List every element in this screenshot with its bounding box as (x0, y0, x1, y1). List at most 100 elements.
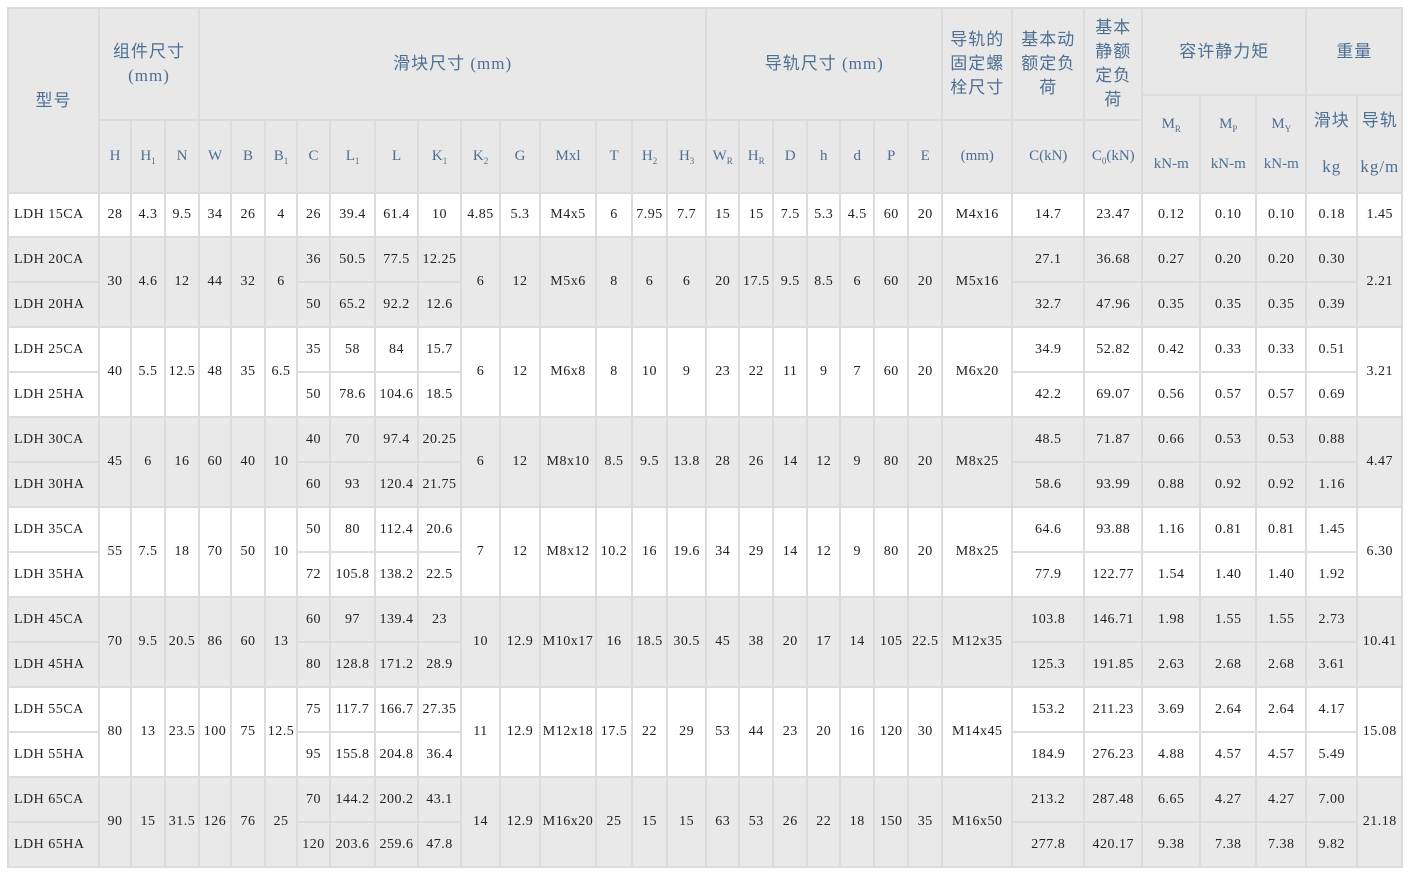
value-cell: 1.45 (1356, 192, 1404, 238)
header-symbol: N (176, 147, 188, 164)
value-cell: 103.8 (1011, 596, 1086, 643)
shared-value-cell: 44 (738, 686, 775, 778)
value-cell: 3.69 (1141, 686, 1202, 733)
header-bolt-unit: (mm) (941, 119, 1014, 194)
header-col-h1: H1 (130, 119, 166, 194)
shared-value-cell: 12 (806, 506, 842, 598)
header-weight: 重量 (1305, 7, 1404, 96)
shared-value-cell: 16 (163, 416, 201, 508)
shared-value-cell: 10 (264, 416, 299, 508)
value-cell: 27.35 (417, 686, 463, 733)
header-col-d: d (839, 119, 876, 194)
model-cell: LDH 30HA (7, 461, 100, 508)
shared-value-cell: 25 (264, 776, 299, 868)
value-cell: 7.7 (666, 192, 708, 238)
value-cell: 4.85 (460, 192, 502, 238)
shared-value-cell: 20.5 (163, 596, 201, 688)
value-cell: 20.6 (417, 506, 463, 553)
value-cell: 1.45 (1305, 506, 1359, 553)
header-symbol: G (514, 147, 526, 164)
value-cell: 1.54 (1141, 551, 1202, 598)
shared-value-cell: M10x17 (539, 596, 598, 688)
header-symbol: H (747, 147, 759, 164)
table-row: LDH 35CA 55 7.5 18 70 50 10 50 80 112.4 20.6 7 12 M8x… (7, 506, 1404, 598)
value-cell: 9.5 (163, 192, 201, 238)
value-cell: 287.48 (1083, 776, 1144, 823)
value-cell: 4.27 (1255, 776, 1308, 823)
header-subscript: Y (1284, 123, 1292, 134)
shared-value-cell: 40 (230, 416, 267, 508)
shared-value-cell: 70 (198, 506, 233, 598)
value-cell: 43.1 (417, 776, 463, 823)
value-cell: 0.20 (1199, 236, 1258, 283)
value-cell: 0.10 (1255, 192, 1308, 238)
value-cell: 92.2 (374, 281, 420, 328)
shared-value-cell: 9.5 (631, 416, 669, 508)
shared-value-cell: 15 (631, 776, 669, 868)
value-cell: 0.12 (1141, 192, 1202, 238)
shared-value-cell: 7.5 (130, 506, 166, 598)
shared-value-cell: 18.5 (631, 596, 669, 688)
value-cell: 12.6 (417, 281, 463, 328)
shared-value-cell: M16x20 (539, 776, 598, 868)
shared-value-cell: 53 (738, 776, 775, 868)
shared-value-cell: 80 (98, 686, 132, 778)
value-cell: 1.40 (1199, 551, 1258, 598)
table-row: LDH 65HA 120 203.6 259.6 47.8 277.8 420.17 9.38… (7, 821, 1402, 868)
shared-value-cell: 12 (499, 416, 542, 508)
table-row: LDH 45CA 70 9.5 20.5 86 60 13 60 97 139.4 23 10 12.9… (7, 596, 1404, 688)
shared-value-cell: 8.5 (595, 416, 634, 508)
value-cell: 5.49 (1305, 731, 1359, 778)
value-cell: 7.38 (1199, 821, 1258, 868)
value-cell: 26 (230, 192, 267, 238)
value-cell: 64.6 (1011, 506, 1086, 553)
header-assembly-dimensions: 组件尺寸 (mm) (97, 7, 201, 121)
value-cell: 97.4 (374, 416, 420, 463)
header-dynamic-unit: C(kN) (1011, 119, 1086, 194)
value-cell: 40 (296, 416, 332, 463)
header-symbol: H (641, 147, 653, 164)
shared-value-cell: 6 (839, 236, 876, 328)
shared-value-cell: 126 (198, 776, 233, 868)
shared-value-cell: M16x50 (941, 776, 1014, 868)
value-cell: 71.87 (1083, 416, 1144, 463)
shared-value-cell: 20 (907, 326, 944, 418)
table-row: LDH 15CA 28 4.3 9.5 34 26 4 26 39.4 61.4 10 4.85 5.3… (7, 192, 1404, 238)
shared-value-cell: M8x10 (539, 416, 598, 508)
header-symbol: Mxl (555, 147, 581, 164)
shared-value-cell: M8x25 (941, 506, 1014, 598)
value-cell: 50 (296, 371, 332, 418)
shared-value-cell: 25 (595, 776, 634, 868)
value-cell: 120.4 (374, 461, 420, 508)
value-cell: 4.27 (1199, 776, 1258, 823)
value-cell: 20.25 (417, 416, 463, 463)
value-cell: 105.8 (329, 551, 377, 598)
value-cell: 0.66 (1141, 416, 1202, 463)
shared-value-cell: 45 (98, 416, 132, 508)
value-cell: 0.18 (1305, 192, 1359, 238)
table-row: LDH 30HA 60 93 120.4 21.75 58.6 93.99 0.88 0.92 0… (7, 461, 1402, 508)
header-symbol: T (609, 147, 619, 164)
model-cell: LDH 20HA (7, 281, 100, 328)
header-col-mxl: Mxl (539, 119, 598, 194)
value-cell: 2.64 (1199, 686, 1258, 733)
header-subscript: 1 (442, 155, 448, 166)
value-cell: 0.69 (1305, 371, 1359, 418)
value-cell: 184.9 (1011, 731, 1086, 778)
header-symbol: K (431, 147, 443, 164)
value-cell: 50.5 (329, 236, 377, 283)
table-row: LDH 30CA 45 6 16 60 40 10 40 70 97.4 20.25 6 12 M8x10… (7, 416, 1404, 508)
value-cell: 3.61 (1305, 641, 1359, 688)
header-symbol: K (472, 147, 484, 164)
rail-weight-cell: 3.21 (1356, 326, 1404, 418)
value-cell: 1.98 (1141, 596, 1202, 643)
value-cell: M4x5 (539, 192, 598, 238)
value-cell: 276.23 (1083, 731, 1144, 778)
shared-value-cell: 18 (163, 506, 201, 598)
header-unit: kN-m (1210, 155, 1246, 172)
table-header: 型号 组件尺寸 (mm) 滑块尺寸 (mm) 导轨尺寸 (mm) 导轨的固定螺栓… (7, 7, 1404, 194)
value-cell: 138.2 (374, 551, 420, 598)
shared-value-cell: 50 (230, 506, 267, 598)
value-cell: 117.7 (329, 686, 377, 733)
header-unit: kN-m (1263, 155, 1299, 172)
